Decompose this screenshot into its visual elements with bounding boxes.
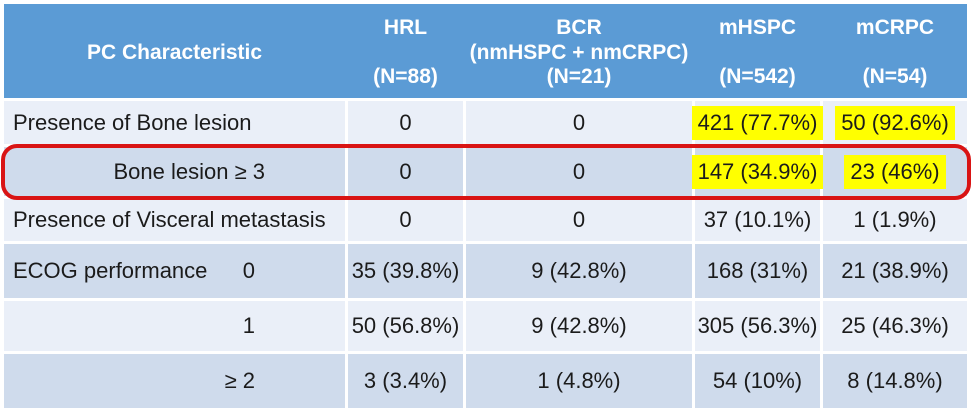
highlighted-value: 23 (46%): [844, 154, 946, 189]
value: 9 (42.8%): [531, 258, 627, 283]
value: 305 (56.3%): [697, 313, 818, 338]
value-cell: 3 (3.4%): [348, 354, 463, 408]
header-n-count: (N=542): [719, 65, 796, 88]
value-cell: 23 (46%): [823, 147, 967, 196]
header-n-count: (N=88): [373, 65, 438, 88]
table-header-row: PC Characteristic HRL (N=88) BCR (nmHSPC…: [4, 4, 967, 98]
row-label-cell: ECOG performance 0: [4, 244, 345, 298]
value-cell: 305 (56.3%): [695, 301, 820, 351]
pc-characteristics-table: PC Characteristic HRL (N=88) BCR (nmHSPC…: [4, 4, 967, 408]
value: 0: [572, 158, 586, 184]
header-bcr: BCR (nmHSPC + nmCRPC) (N=21): [466, 4, 692, 98]
header-title: BCR: [556, 16, 602, 39]
value-cell: 21 (38.9%): [823, 244, 967, 298]
value-cell: 50 (92.6%): [823, 101, 967, 144]
table-row: ECOG performance 0 35 (39.8%) 9 (42.8%) 168 …: [4, 244, 967, 298]
value: 0: [572, 109, 586, 135]
value-cell: 0: [466, 101, 692, 144]
highlighted-value: 50 (92.6%): [835, 105, 955, 140]
table-row: 1 50 (56.8%) 9 (42.8%) 305 (56.3%) 25 (46.3%…: [4, 301, 967, 351]
value-cell: 37 (10.1%): [695, 199, 820, 241]
row-sublabel: ≥ 2: [224, 368, 255, 393]
table-row: ≥ 2 3 (3.4%) 1 (4.8%) 54 (10%) 8 (14.8%): [4, 354, 967, 408]
value: 1 (4.8%): [537, 368, 621, 393]
header-title: mCRPC: [855, 16, 935, 39]
value-cell: 9 (42.8%): [466, 301, 692, 351]
row-label: Bone lesion ≥ 3: [113, 158, 265, 184]
value: 37 (10.1%): [703, 207, 812, 232]
row-sublabel: 1: [242, 313, 255, 338]
highlighted-value: 147 (34.9%): [691, 154, 824, 189]
value: 0: [399, 109, 412, 135]
value: 25 (46.3%): [841, 313, 949, 338]
value: 54 (10%): [712, 368, 803, 393]
value-cell: 8 (14.8%): [823, 354, 967, 408]
table-row: Presence of Bone lesion 0 0 421 (77.7%) 50 (…: [4, 101, 967, 144]
value-cell: 1 (4.8%): [466, 354, 692, 408]
value-cell: 0: [348, 101, 463, 144]
row-label: Presence of Bone lesion: [13, 109, 252, 135]
value-cell: 147 (34.9%): [691, 147, 824, 196]
header-n-count: (N=21): [546, 65, 612, 88]
row-label-cell: Bone lesion ≥ 3: [4, 147, 345, 196]
highlighted-value: 421 (77.7%): [691, 105, 824, 140]
header-subtitle: (nmHSPC + nmCRPC): [469, 40, 689, 64]
value: 21 (38.9%): [841, 258, 949, 283]
value: 1 (1.9%): [853, 207, 937, 232]
value-cell: 0: [348, 147, 463, 196]
row-label-cell: Presence of Visceral metastasis: [4, 199, 345, 241]
row-label-cell: Presence of Bone lesion: [4, 101, 345, 144]
table-row: Presence of Visceral metastasis 0 0 37 (10.…: [4, 199, 967, 241]
value: 168 (31%): [706, 258, 809, 283]
value-cell: 54 (10%): [695, 354, 820, 408]
header-mhspc: mHSPC (N=542): [695, 4, 820, 98]
row-label-cell: ≥ 2: [4, 354, 345, 408]
value: 0: [399, 158, 412, 184]
value-cell: 168 (31%): [695, 244, 820, 298]
row-label: Presence of Visceral metastasis: [13, 207, 326, 232]
value: 35 (39.8%): [351, 258, 460, 283]
table-body: Presence of Bone lesion 0 0 421 (77.7%) 50 (…: [4, 101, 967, 408]
value-cell: 0: [466, 199, 692, 241]
value: 0: [572, 207, 586, 232]
value: 50 (56.8%): [351, 313, 460, 338]
header-title: mHSPC: [718, 16, 797, 39]
value: 8 (14.8%): [847, 368, 943, 393]
value-cell: 421 (77.7%): [691, 101, 824, 144]
value-cell: 0: [466, 147, 692, 196]
value-cell: 50 (56.8%): [348, 301, 463, 351]
header-title: PC Characteristic: [86, 40, 263, 64]
header-pc-characteristic: PC Characteristic: [4, 4, 345, 98]
value-cell: 35 (39.8%): [348, 244, 463, 298]
header-mcrpc: mCRPC (N=54): [823, 4, 967, 98]
table-row: Bone lesion ≥ 3 0 0 147 (34.9%) 23 (46%): [4, 147, 967, 196]
value-cell: 0: [348, 199, 463, 241]
row-label: ECOG performance: [13, 258, 208, 283]
value: 0: [399, 207, 412, 232]
value-cell: 1 (1.9%): [823, 199, 967, 241]
value-cell: 9 (42.8%): [466, 244, 692, 298]
row-sublabel: 0: [242, 258, 255, 283]
header-n-count: (N=54): [862, 65, 928, 88]
row-label-cell: 1: [4, 301, 345, 351]
value: 3 (3.4%): [363, 368, 448, 393]
header-title: HRL: [383, 16, 428, 39]
value-cell: 25 (46.3%): [823, 301, 967, 351]
header-hrl: HRL (N=88): [348, 4, 463, 98]
value: 9 (42.8%): [531, 313, 627, 338]
